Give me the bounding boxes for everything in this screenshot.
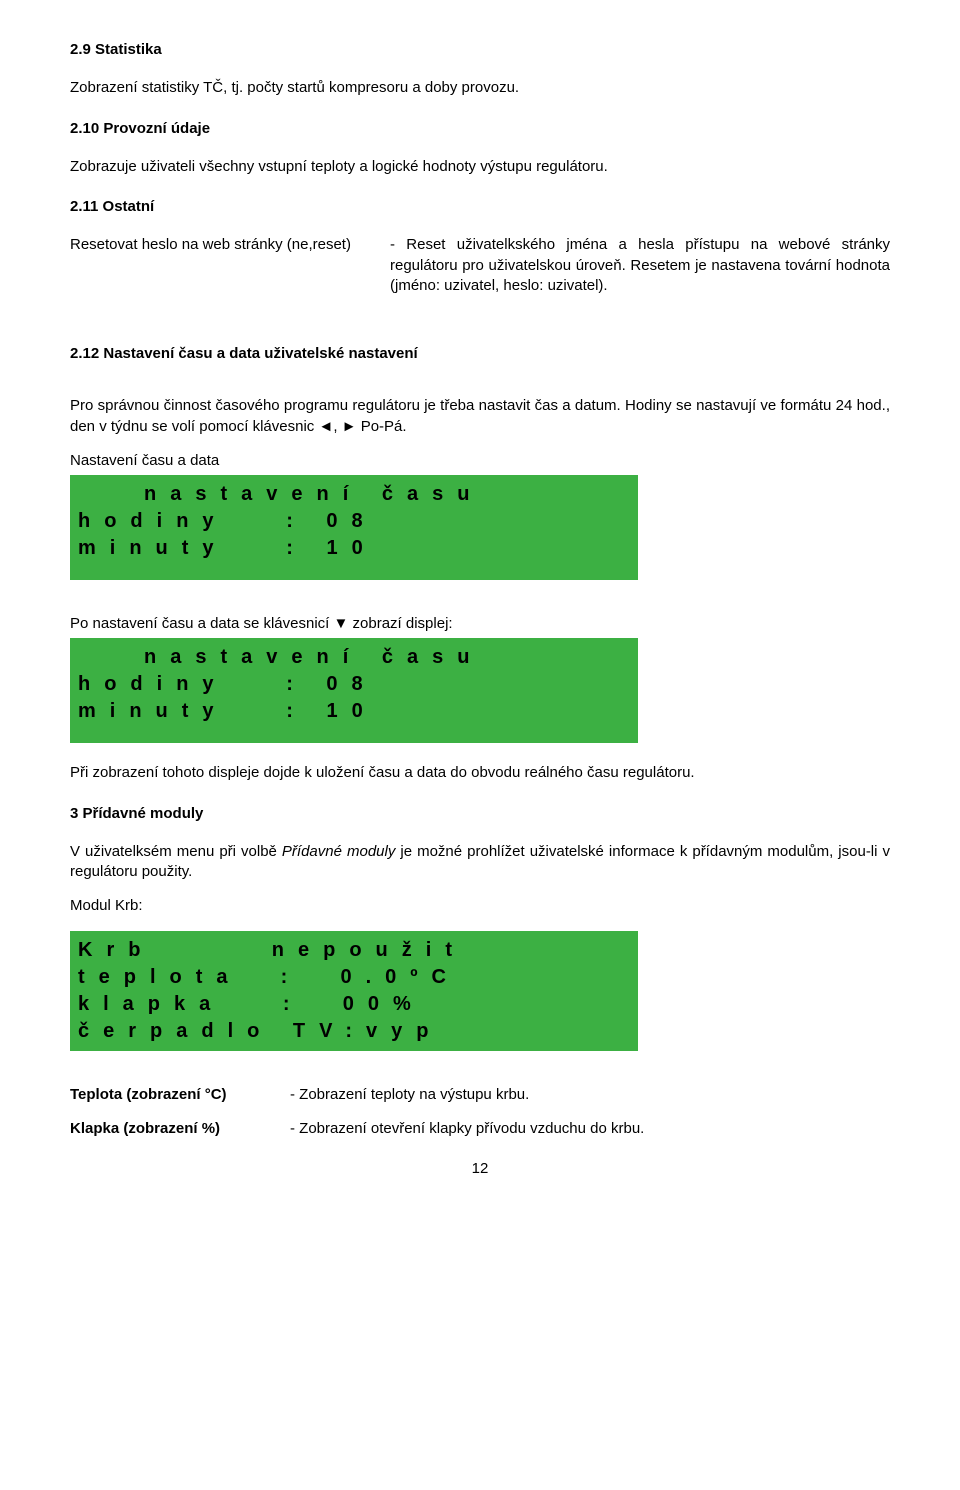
para-2-12-b: Po-Pá. [357, 418, 407, 435]
para-after-keypress: Po nastavení času a data se klávesnicí ▼… [70, 614, 890, 634]
display-krb: Krb nepoužit teplota : 0.0ºC klapka : 00… [70, 931, 638, 1051]
display-time-2: nastavení času hodiny : 08 minuty : 10 [70, 638, 638, 743]
display-krb-r2: teplota : 0.0ºC [74, 964, 634, 991]
reset-password-label: Resetovat heslo na web stránky (ne,reset… [70, 235, 390, 255]
def-teplota: Teplota (zobrazení °C) - Zobrazení teplo… [70, 1085, 890, 1105]
heading-2-11: 2.11 Ostatní [70, 197, 890, 217]
def-klapka-label: Klapka (zobrazení %) [70, 1119, 290, 1139]
heading-3: 3 Přídavné moduly [70, 804, 890, 824]
heading-2-12: 2.12 Nastavení času a data uživatelské n… [70, 344, 890, 364]
display-minuty-1: minuty : 10 [74, 535, 634, 562]
heading-2-10: 2.10 Provozní údaje [70, 119, 890, 139]
arrow-right-icon: ► [342, 418, 357, 435]
para-3-italic: Přídavné moduly [282, 843, 395, 860]
display-hodiny-1: hodiny : 08 [74, 508, 634, 535]
def-teplota-desc: - Zobrazení teploty na výstupu krbu. [290, 1085, 890, 1105]
heading-2-9: 2.9 Statistika [70, 40, 890, 60]
para-3-a: V uživatelksém menu při volbě [70, 843, 282, 860]
arrow-down-icon: ▼ [334, 615, 349, 632]
para-3-intro: V uživatelksém menu při volbě Přídavné m… [70, 842, 890, 883]
reset-password-desc-text: - Reset uživatelkského jména a hesla pří… [390, 236, 890, 294]
display-time-1: nastavení času hodiny : 08 minuty : 10 [70, 475, 638, 580]
modul-krb-label: Modul Krb: [70, 896, 890, 916]
display-minuty-2: minuty : 10 [74, 698, 634, 725]
def-teplota-label: Teplota (zobrazení °C) [70, 1085, 290, 1105]
para-2-9: Zobrazení statistiky TČ, tj. počty start… [70, 78, 890, 98]
reset-password-desc: - Reset uživatelkského jména a hesla pří… [390, 235, 890, 296]
para-2-10: Zobrazuje uživateli všechny vstupní tepl… [70, 157, 890, 177]
display-krb-r3: klapka : 00% [74, 991, 634, 1018]
para-after-a: Po nastavení času a data se klávesnicí [70, 615, 334, 632]
display-hodiny-2: hodiny : 08 [74, 671, 634, 698]
para-2-12-a: Pro správnou činnost časového programu r… [70, 397, 890, 434]
display-krb-r1: Krb nepoužit [74, 937, 634, 964]
def-klapka-desc: - Zobrazení otevření klapky přívodu vzdu… [290, 1119, 890, 1139]
para-save-time: Při zobrazení tohoto displeje dojde k ul… [70, 763, 890, 783]
arrow-left-icon: ◄ [318, 418, 333, 435]
para-2-12-intro: Pro správnou činnost časového programu r… [70, 396, 890, 437]
def-klapka: Klapka (zobrazení %) - Zobrazení otevřen… [70, 1119, 890, 1139]
comma: , [333, 418, 341, 435]
display-title-2: nastavení času [74, 644, 634, 671]
para-after-b: zobrazí displej: [348, 615, 452, 632]
reset-password-item: Resetovat heslo na web stránky (ne,reset… [70, 235, 890, 296]
time-settings-label: Nastavení času a data [70, 451, 890, 471]
page-number: 12 [70, 1159, 890, 1179]
display-title-1: nastavení času [74, 481, 634, 508]
display-krb-r4: čerpadlo TV:vyp [74, 1018, 634, 1045]
